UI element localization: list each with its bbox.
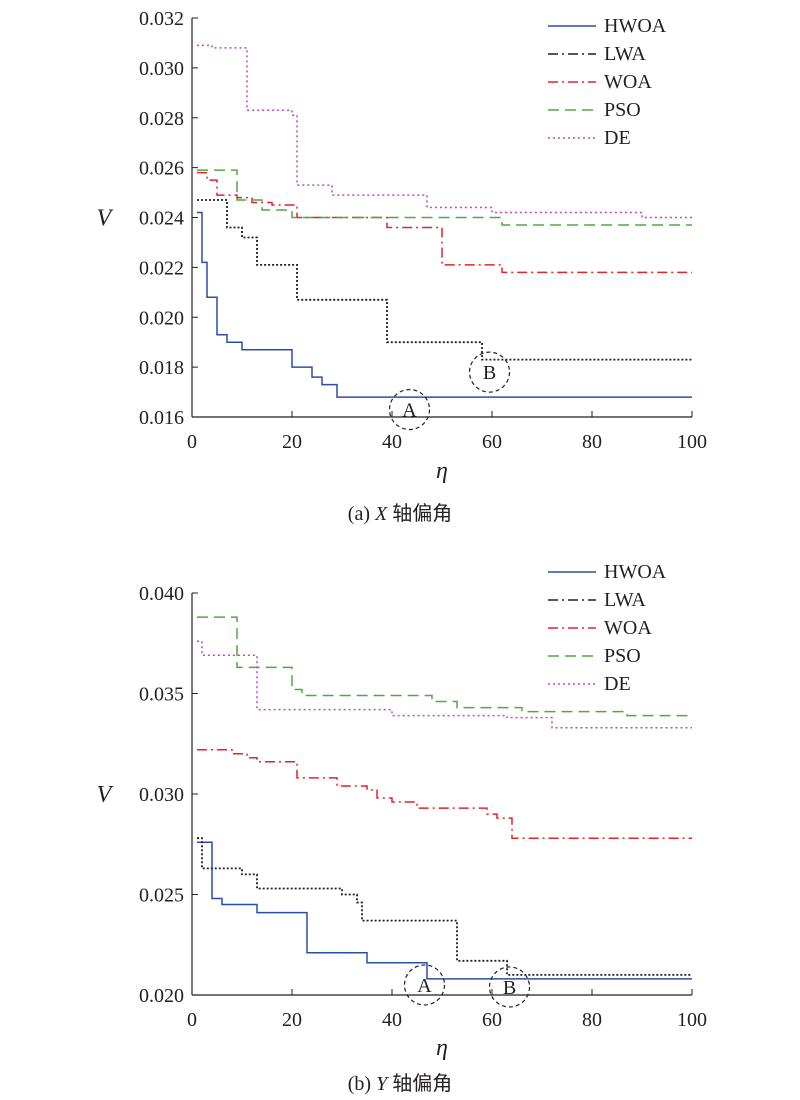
annotation-circle — [388, 388, 431, 431]
series-line-pso — [197, 169, 692, 226]
panel-caption: (b) Y 轴偏角 — [348, 1072, 452, 1095]
y-tick-label: 0.020 — [139, 307, 184, 329]
x-tick-label: 0 — [187, 1009, 197, 1031]
legend-label: LWA — [604, 43, 646, 65]
y-tick-label: 0.028 — [139, 108, 184, 130]
y-axis-title: V — [97, 206, 114, 232]
caption-suffix: 轴偏角 — [387, 1072, 452, 1095]
annotation-circle — [488, 966, 531, 1008]
x-tick-label: 100 — [677, 1009, 707, 1031]
legend-label: HWOA — [604, 15, 667, 37]
x-tick-label: 20 — [282, 1009, 302, 1031]
y-tick-label: 0.030 — [139, 58, 184, 80]
series-line-hwoa — [197, 211, 692, 398]
series-line-de — [197, 44, 692, 219]
caption-axis-var: Y — [376, 1073, 389, 1095]
y-tick-label: 0.035 — [139, 684, 184, 706]
y-axis-title: V — [97, 782, 114, 808]
annotation-label: B — [483, 362, 496, 384]
annotation-circle — [468, 351, 511, 393]
y-tick-label: 0.032 — [139, 8, 184, 30]
legend-label: HWOA — [604, 561, 667, 583]
panel-b: 0.020 0.025 0.030 0.035 0.040 0 20 40 60 80 100 η V H… — [97, 561, 707, 1095]
x-axis-title: η — [436, 458, 448, 484]
series-line-lwa — [197, 199, 692, 361]
caption-prefix: (b) — [348, 1073, 376, 1095]
x-tick-label: 100 — [677, 431, 707, 453]
legend-label: WOA — [604, 71, 652, 93]
y-tick-label: 0.024 — [139, 208, 184, 230]
legend-label: WOA — [604, 617, 652, 639]
x-tick-label: 60 — [482, 431, 502, 453]
x-axis-title: η — [436, 1035, 448, 1061]
x-tick-label: 20 — [282, 431, 302, 453]
y-tick-label: 0.030 — [139, 784, 184, 806]
y-tick-label: 0.018 — [139, 357, 184, 379]
annotation-label: A — [417, 975, 432, 997]
annotation-circle — [403, 964, 446, 1006]
legend-label: DE — [604, 127, 631, 149]
x-tick-label: 80 — [582, 431, 602, 453]
series-line-hwoa — [197, 841, 692, 980]
legend-label: LWA — [604, 589, 646, 611]
y-tick-label: 0.016 — [139, 407, 184, 429]
series-line-woa — [197, 171, 692, 274]
series-line-pso — [197, 616, 692, 717]
y-tick-label: 0.026 — [139, 158, 184, 180]
legend-label: PSO — [604, 645, 641, 667]
legend-label: DE — [604, 673, 631, 695]
caption-axis-var: X — [374, 503, 388, 525]
panel-caption: (a) X 轴偏角 — [348, 502, 452, 525]
annotation-label: B — [503, 977, 516, 999]
y-tick-label: 0.022 — [139, 257, 184, 279]
caption-suffix: 轴偏角 — [387, 502, 452, 525]
caption-prefix: (a) — [348, 503, 375, 525]
y-tick-label: 0.020 — [139, 985, 184, 1007]
x-tick-label: 40 — [382, 1009, 402, 1031]
y-tick-label: 0.040 — [139, 583, 184, 605]
annotation-label: A — [402, 400, 417, 422]
panel-a: 0.016 0.018 0.020 0.022 0.024 0.026 0.028 0.030… — [97, 8, 707, 525]
series-line-de — [197, 640, 692, 729]
y-tick-label: 0.025 — [139, 885, 184, 907]
series-line-woa — [197, 749, 692, 839]
x-tick-label: 0 — [187, 431, 197, 453]
legend-label: PSO — [604, 99, 641, 121]
series-line-lwa — [197, 837, 692, 976]
x-tick-label: 40 — [382, 431, 402, 453]
x-tick-label: 60 — [482, 1009, 502, 1031]
x-tick-label: 80 — [582, 1009, 602, 1031]
